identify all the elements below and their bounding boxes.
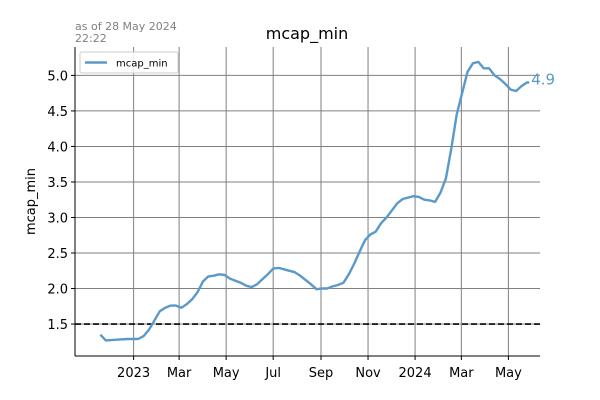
y-tick-label-2: 2.5 [47,247,68,262]
x-tick-label-2: May [213,366,240,381]
end-value-label: 4.9 [531,71,555,89]
x-tick-label-7: Mar [449,366,474,381]
x-tick-label-6: 2024 [399,366,432,381]
legend-entry-mcap-min: mcap_min [116,59,168,70]
x-axis-ticks: 2023 Mar May Jul Sep Nov 2024 Mar May [117,356,522,381]
x-tick-label-4: Sep [309,366,334,381]
y-tick-label-3: 3.0 [47,211,68,226]
x-tick-label-1: Mar [167,366,192,381]
y-tick-label-0: 1.5 [47,318,68,333]
legend-box [79,51,179,74]
y-tick-label-4: 3.5 [47,176,68,191]
x-tick-label-0: 2023 [117,366,150,381]
y-tick-label-5: 4.0 [47,140,68,155]
y-tick-label-1: 2.0 [47,283,68,298]
x-tick-label-3: Jul [264,366,281,381]
y-tick-label-7: 5.0 [47,69,68,84]
series-line-mcap-min [99,60,530,342]
grid-lines [75,47,540,356]
x-tick-label-5: Nov [355,366,381,381]
legend: mcap_min [79,51,179,74]
chart-title: mcap_min [265,24,349,43]
y-axis-ticks: 1.5 2.0 2.5 3.0 3.5 4.0 4.5 5.0 [47,69,75,333]
axes [74,47,540,357]
y-axis-label: mcap_min [24,168,39,235]
x-tick-label-8: May [495,366,522,381]
timestamp-annotation: as of 28 May 2024 22:22 [75,20,177,45]
y-tick-label-6: 4.5 [47,105,68,120]
